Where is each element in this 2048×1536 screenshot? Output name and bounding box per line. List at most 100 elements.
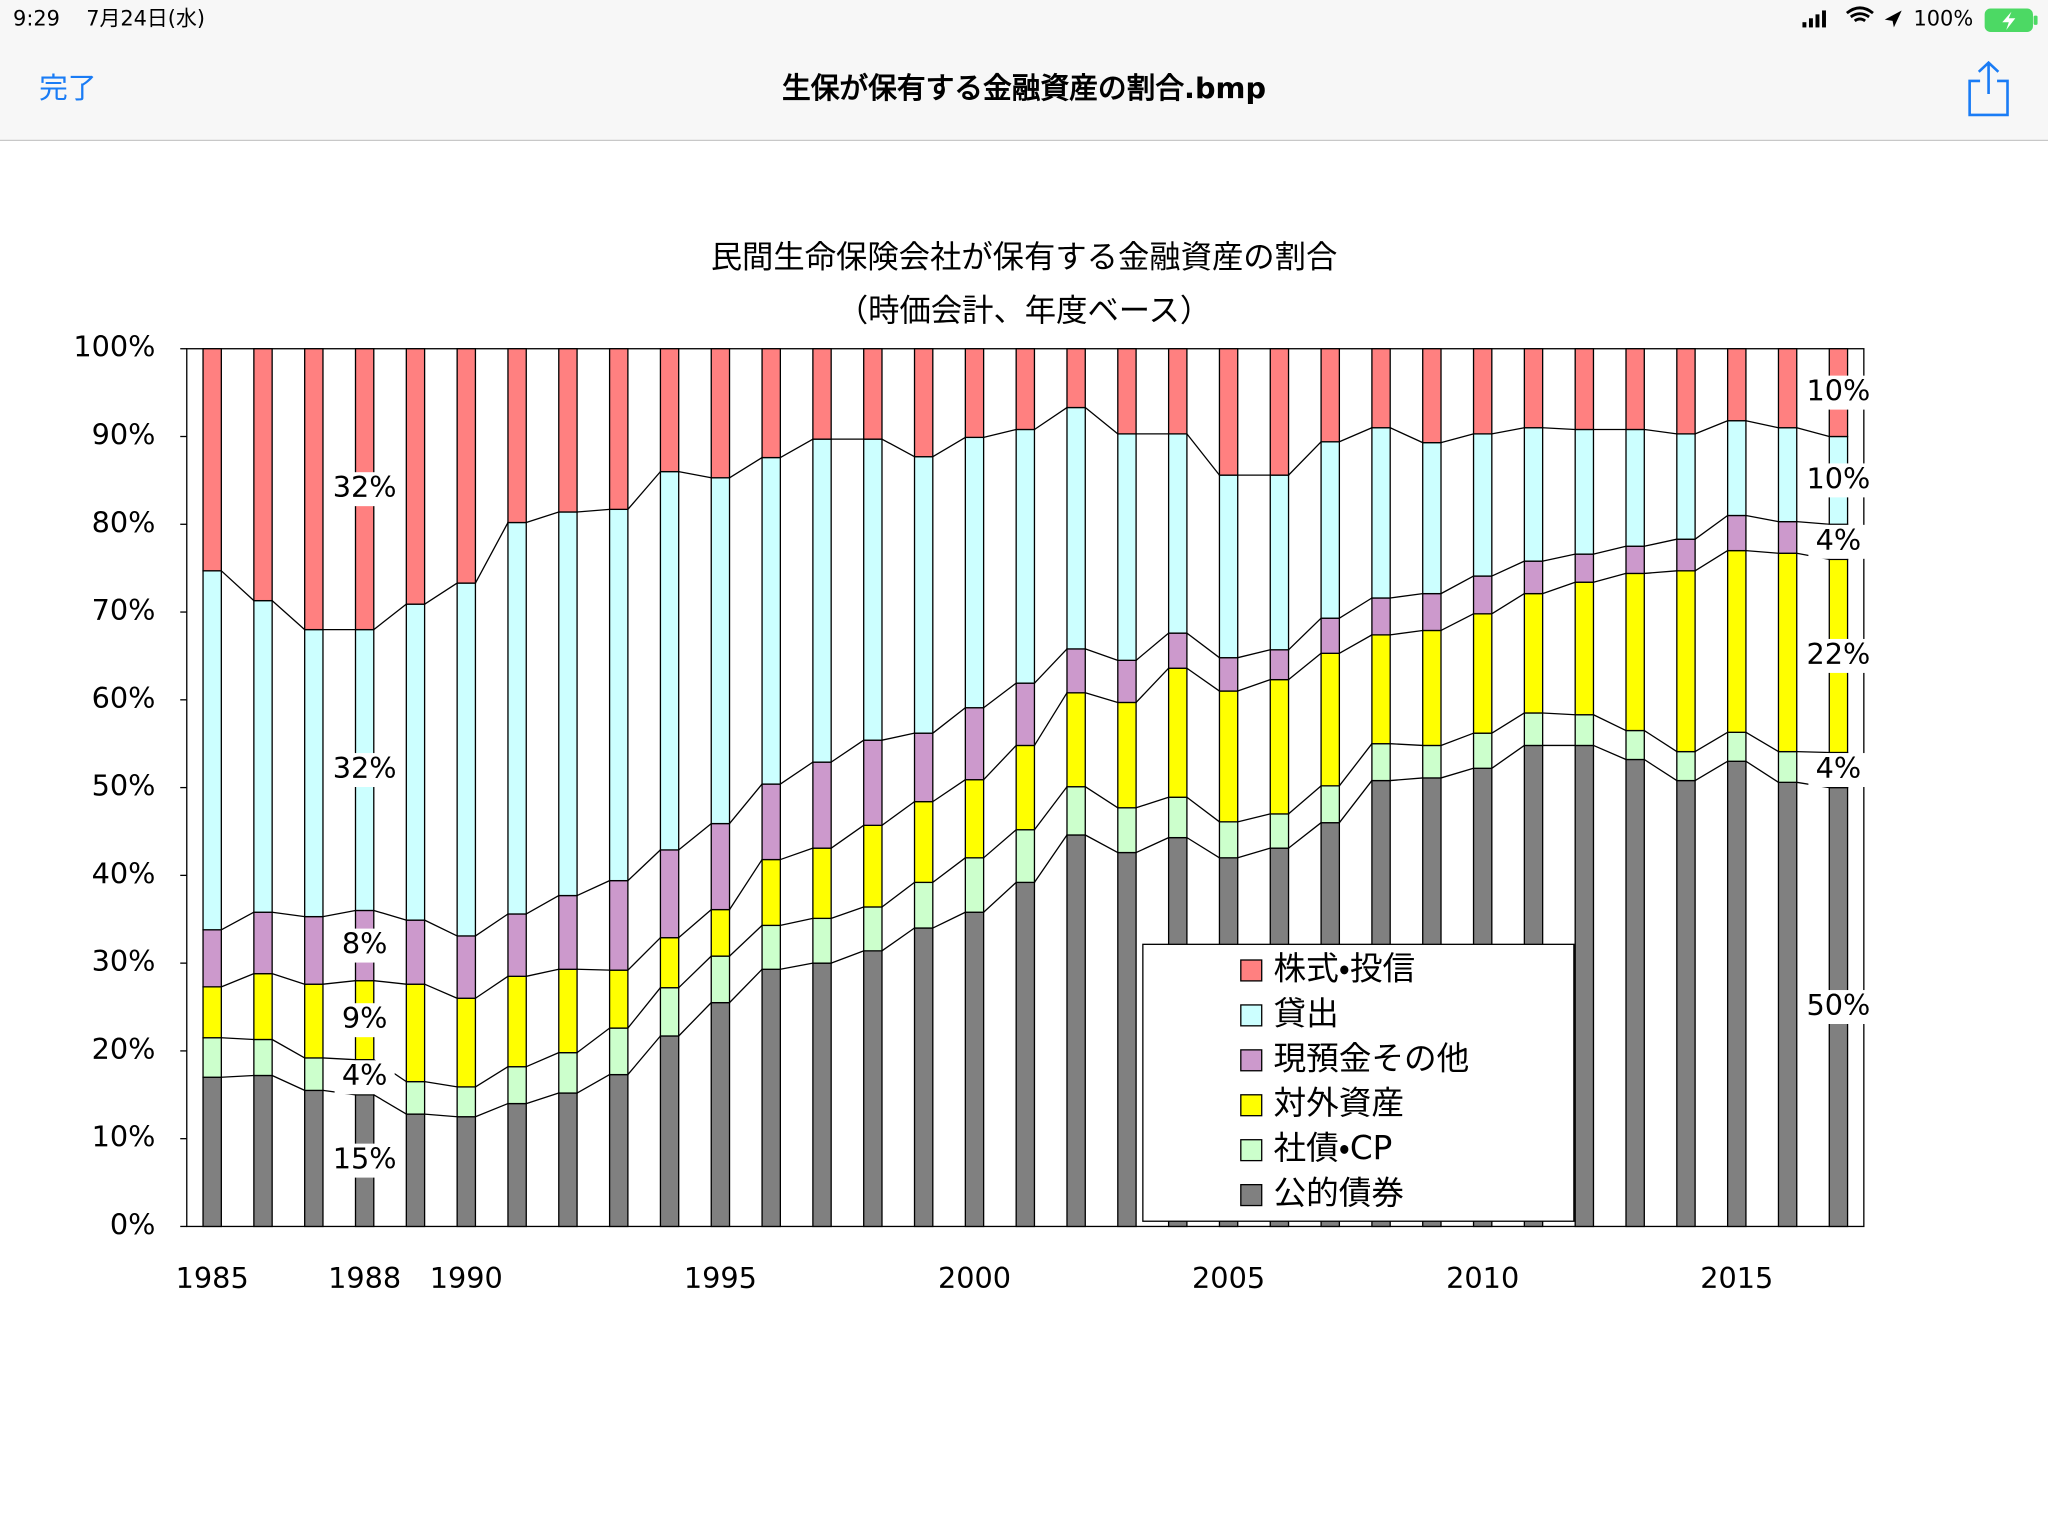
bar-segment [1625, 545, 1645, 575]
series-connector [373, 1094, 407, 1115]
bar-segment [507, 1102, 527, 1228]
series-connector [1593, 744, 1627, 761]
location-icon [1884, 10, 1902, 28]
series-connector [983, 428, 1017, 439]
series-connector [1440, 732, 1474, 747]
bar-segment [1117, 433, 1137, 661]
legend-swatch [1240, 1094, 1263, 1117]
series-connector [932, 707, 966, 734]
series-connector [1135, 837, 1169, 854]
nav-bar [0, 0, 2048, 140]
bar-segment [507, 1066, 527, 1105]
bar-segment [608, 969, 629, 1029]
bar-segment [1066, 834, 1086, 1228]
series-connector [322, 980, 356, 985]
bar-segment [456, 582, 477, 937]
bar-segment [1015, 682, 1036, 747]
series-connector [322, 909, 356, 918]
series-connector [221, 1037, 254, 1041]
nav-title: 生保が保有する金融資産の割合.bmp [782, 71, 1266, 105]
bar-segment [964, 779, 985, 859]
series-connector [1389, 427, 1423, 444]
bar-segment [253, 1038, 273, 1077]
data-label-bg [1808, 753, 1869, 788]
series-connector [221, 973, 255, 988]
bar-segment [1726, 420, 1747, 517]
bar-segment [812, 761, 832, 849]
series-connector [932, 436, 966, 458]
bar-segment [761, 968, 782, 1228]
series-connector [1084, 834, 1119, 854]
bar-segment [1320, 441, 1341, 619]
share-button[interactable] [1968, 60, 2009, 117]
series-connector [780, 847, 814, 861]
series-connector [1694, 514, 1729, 540]
bar-segment [659, 849, 680, 939]
data-label-bg [334, 472, 395, 507]
series-connector [1390, 743, 1423, 747]
series-connector [729, 924, 763, 957]
bar-segment [253, 973, 273, 1041]
series-connector [983, 745, 1017, 781]
series-connector [1237, 679, 1271, 692]
bar-segment [1371, 348, 1391, 429]
x-tick-label: 2005 [1192, 1261, 1265, 1295]
x-tick-label: 1990 [430, 1261, 503, 1295]
bar-segment [1015, 348, 1036, 431]
bar-segment [1422, 348, 1442, 444]
chart-title: 民間生命保険会社が保有する金融資産の割合 [711, 240, 1338, 276]
bar-segment [405, 1080, 426, 1115]
bar-segment [1422, 592, 1442, 632]
bar-segment [1625, 729, 1645, 761]
bar-segment [608, 879, 629, 971]
series-connector [1135, 632, 1170, 661]
series-connector [1084, 407, 1119, 435]
data-label-bg [334, 753, 395, 788]
bar-segment [1320, 348, 1341, 443]
series-connector [1745, 420, 1779, 429]
bar-segment [558, 1092, 578, 1228]
y-tick-label: 60% [92, 681, 156, 715]
bar-segment [863, 906, 883, 952]
y-tick-label: 70% [92, 593, 156, 627]
bar-segment [1726, 514, 1747, 552]
done-button[interactable]: 完了 [39, 71, 96, 105]
series-connector [881, 732, 915, 741]
bar-segment [1777, 520, 1798, 554]
bar-segment [1320, 785, 1341, 824]
y-tick-label: 50% [92, 769, 156, 803]
bar-segment [964, 857, 985, 913]
series-connector [1440, 767, 1474, 779]
bar-segment [1320, 617, 1341, 654]
series-connector [627, 937, 661, 971]
series-connector [1593, 572, 1627, 583]
x-tick-label: 2000 [938, 1261, 1011, 1295]
series-connector [881, 881, 915, 908]
bar-segment [202, 570, 222, 931]
series-connector [373, 603, 407, 631]
data-label-bg [1808, 375, 1869, 410]
series-connector [1135, 667, 1170, 703]
series-connector [627, 1035, 661, 1076]
series-connector [373, 980, 407, 985]
bar-segment [1777, 427, 1798, 523]
bar-segment [1015, 744, 1036, 831]
series-connector [881, 927, 915, 952]
series-connector [830, 739, 865, 763]
bar-segment [913, 881, 934, 929]
bar-segment [558, 968, 578, 1054]
series-connector [1745, 731, 1779, 753]
bar-segment [202, 1037, 222, 1078]
bar-segment [1015, 428, 1036, 684]
bar-segment [558, 511, 578, 897]
bar-segment [1167, 796, 1188, 839]
x-tick-label: 2015 [1700, 1261, 1773, 1295]
series-connector [1339, 634, 1373, 654]
x-tick-label: 1995 [684, 1261, 757, 1295]
series-connector [729, 457, 763, 479]
series-connector [526, 511, 559, 524]
data-label: 32% [333, 470, 397, 504]
series-connector [678, 470, 712, 479]
series-connector [1643, 758, 1678, 782]
